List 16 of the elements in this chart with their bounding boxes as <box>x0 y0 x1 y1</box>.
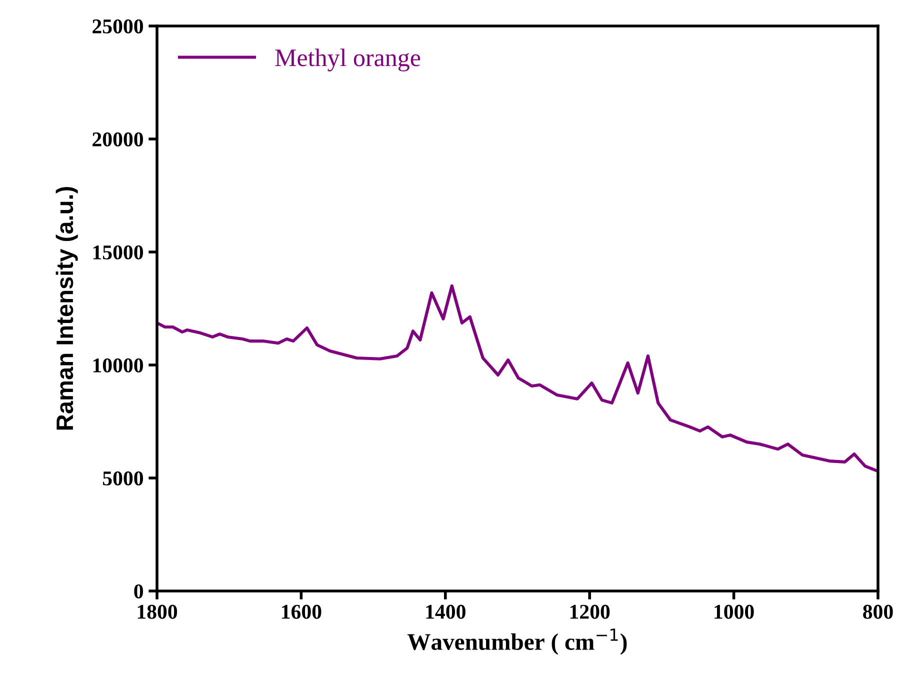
x-tick-label: 800 <box>863 604 893 619</box>
legend-label: Methyl orange <box>275 48 420 72</box>
y-tick-label: 5000 <box>102 471 144 486</box>
y-tick-label: 20000 <box>92 132 144 146</box>
y-tick-label: 0 <box>134 584 144 598</box>
x-tick-label: 1200 <box>570 604 610 619</box>
y-axis-title: Raman Intensity (a.u.) <box>56 187 78 430</box>
y-tick-label: 15000 <box>93 245 144 260</box>
y-tick-label: 10000 <box>93 358 144 372</box>
x-axis-title: Wavenumber ( cm$^{−1}$) <box>407 628 627 655</box>
x-tick-label: 1600 <box>282 604 322 619</box>
y-tick-label: 25000 <box>92 19 144 34</box>
x-tick-label: 1800 <box>138 604 178 619</box>
line-series <box>157 284 878 473</box>
x-tick-label: 1400 <box>426 604 466 619</box>
x-tick-label: 1000 <box>714 604 754 619</box>
